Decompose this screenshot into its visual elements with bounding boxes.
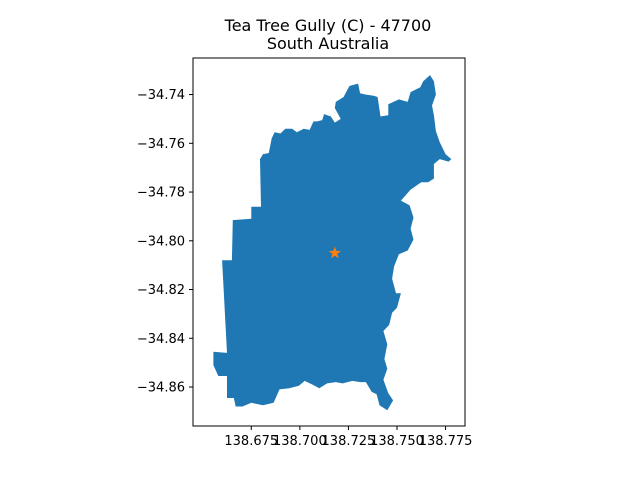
- x-tick-label: 138.750: [370, 434, 424, 449]
- y-axis: −34.74 −34.76 −34.78 −34.80 −34.82 −34.84 −34.…: [137, 88, 193, 396]
- y-tick-label: −34.82: [137, 283, 185, 298]
- y-tick-label: −34.84: [137, 332, 185, 347]
- y-tick-label: −34.76: [137, 137, 185, 152]
- map-title-line-2: South Australia: [267, 34, 389, 53]
- y-tick-label: −34.78: [137, 186, 185, 201]
- x-tick-label: 138.700: [273, 434, 327, 449]
- plot-area: [213, 75, 452, 411]
- axes-border: [192, 57, 466, 427]
- region-polygon: [213, 75, 452, 411]
- centroid-star-marker: [328, 246, 341, 259]
- y-tick-label: −34.80: [137, 234, 185, 249]
- x-tick-label: 138.775: [419, 434, 473, 449]
- axes-frame: [192, 57, 466, 427]
- y-tick-label: −34.86: [137, 381, 185, 396]
- x-tick-label: 138.675: [224, 434, 278, 449]
- map-title-line-1: Tea Tree Gully (C) - 47700: [224, 16, 432, 35]
- x-tick-label: 138.725: [322, 434, 376, 449]
- y-tick-label: −34.74: [137, 88, 185, 103]
